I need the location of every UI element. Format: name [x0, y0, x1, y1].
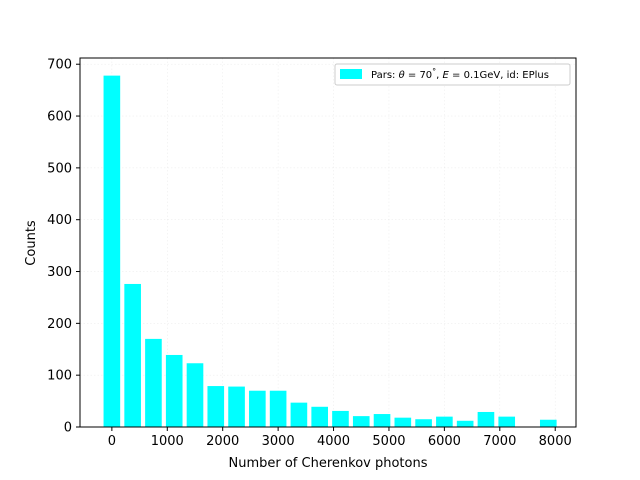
bar	[186, 363, 204, 427]
x-tick-label: 2000	[206, 434, 239, 449]
x-tick-label: 0	[108, 434, 116, 449]
y-tick-label: 100	[47, 369, 72, 384]
bar	[311, 406, 328, 427]
y-axis-ticks: 0 100 200 300 400 500 600 700	[47, 58, 80, 436]
bar	[456, 420, 474, 427]
bar	[124, 283, 141, 427]
bar	[415, 419, 432, 427]
x-tick-label: 8000	[539, 434, 572, 449]
legend-swatch	[340, 69, 362, 79]
x-tick-label: 4000	[317, 434, 350, 449]
bars	[103, 75, 557, 427]
bar	[539, 419, 557, 427]
x-tick-label: 5000	[372, 434, 405, 449]
y-axis-label: Counts	[24, 220, 39, 266]
y-tick-label: 500	[47, 161, 72, 176]
bar	[394, 417, 412, 427]
bar	[332, 410, 349, 427]
x-tick-label: 7000	[483, 434, 516, 449]
bar	[373, 414, 391, 427]
y-tick-label: 0	[64, 421, 72, 436]
bar	[269, 390, 287, 427]
y-tick-label: 200	[47, 317, 72, 332]
x-axis-ticks: 0 1000 2000 3000 4000 5000 6000 7000 8000	[108, 427, 572, 449]
legend: Pars: θ = 70°, E = 0.1GeV, id: EPlus	[334, 63, 571, 86]
x-tick-label: 6000	[428, 434, 461, 449]
y-tick-label: 300	[47, 265, 72, 280]
y-tick-label: 700	[47, 58, 72, 73]
plot-frame	[79, 57, 577, 428]
x-axis-label: Number of Cherenkov photons	[229, 456, 428, 471]
bar	[498, 416, 516, 427]
y-tick-label: 600	[47, 110, 72, 125]
y-tick-label: 400	[47, 213, 72, 228]
bar	[145, 338, 162, 427]
x-tick-label: 1000	[151, 434, 184, 449]
bar	[228, 386, 245, 427]
bar	[477, 411, 495, 427]
bar	[249, 390, 266, 427]
x-tick-label: 3000	[262, 434, 295, 449]
bar	[165, 354, 183, 427]
bar	[207, 386, 225, 427]
bar	[290, 402, 308, 427]
legend-label: Pars: θ = 70°, E = 0.1GeV, id: EPlus	[371, 67, 549, 81]
bar	[103, 75, 121, 427]
bar	[436, 416, 453, 427]
bar	[352, 416, 370, 427]
legend-box	[334, 63, 571, 86]
